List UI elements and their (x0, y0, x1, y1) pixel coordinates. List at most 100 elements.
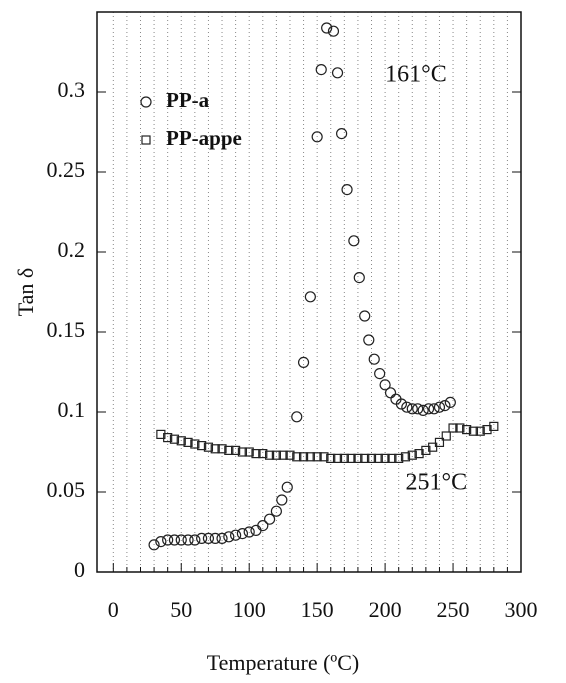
x-tick-label: 300 (505, 597, 538, 622)
point (455, 423, 465, 433)
point (441, 431, 451, 441)
point (422, 403, 435, 415)
point (360, 453, 370, 463)
point (223, 531, 235, 543)
x-tick-label: 0 (108, 597, 119, 622)
point (209, 532, 221, 545)
point (197, 441, 207, 451)
point (276, 494, 288, 506)
point (475, 426, 485, 436)
point (291, 411, 303, 423)
point (176, 436, 186, 446)
point (257, 519, 269, 532)
point (175, 534, 187, 546)
point (236, 527, 249, 540)
point (321, 22, 333, 34)
point (196, 532, 208, 545)
point (421, 445, 431, 455)
point (162, 534, 174, 546)
point (285, 450, 295, 460)
y-axis-label: Tan δ (13, 268, 38, 317)
point (231, 445, 241, 455)
point (407, 450, 417, 460)
point (298, 452, 309, 462)
point (384, 387, 397, 399)
point (395, 398, 408, 410)
point (203, 442, 214, 452)
point (169, 434, 180, 444)
point (258, 449, 268, 459)
point (331, 67, 344, 79)
point (444, 396, 456, 408)
point (156, 429, 166, 439)
annotation: 251°C (405, 470, 467, 496)
point (353, 453, 363, 463)
annotation: 161°C (385, 62, 447, 88)
point (462, 425, 472, 435)
point (401, 401, 413, 413)
point (326, 453, 336, 463)
point (315, 63, 327, 76)
point (359, 310, 371, 322)
point (374, 368, 386, 380)
point (439, 400, 451, 412)
point (210, 444, 220, 454)
x-tick-label: 150 (301, 597, 334, 622)
point (434, 437, 445, 447)
y-tick-label: 0.15 (47, 317, 86, 342)
point (278, 450, 288, 460)
point (380, 453, 390, 463)
point (394, 453, 404, 463)
point (319, 452, 329, 462)
point (400, 452, 411, 462)
point (163, 433, 173, 443)
point (311, 131, 323, 143)
point (412, 403, 424, 415)
point (348, 235, 360, 247)
y-tick-label: 0.25 (47, 157, 86, 182)
point (373, 453, 383, 463)
x-axis-label: Temperature (ºC) (207, 650, 360, 675)
point (251, 449, 261, 459)
x-tick-label: 50 (170, 597, 192, 622)
point (216, 532, 228, 545)
point (155, 535, 167, 548)
point (363, 334, 375, 346)
point (250, 524, 262, 537)
point (346, 453, 356, 463)
point (482, 425, 492, 435)
point (489, 421, 499, 431)
point (304, 291, 316, 303)
point (433, 401, 446, 413)
point (243, 526, 255, 538)
x-tick-label: 250 (437, 597, 470, 622)
legend-label: PP-a (166, 88, 210, 112)
point (271, 450, 281, 460)
point (189, 534, 201, 546)
point (339, 453, 349, 463)
point (332, 453, 343, 463)
point (263, 513, 276, 525)
point (428, 403, 440, 415)
point (428, 442, 438, 452)
point (264, 450, 275, 460)
y-tick-label: 0.05 (47, 477, 86, 502)
point (292, 452, 302, 462)
point (387, 453, 397, 463)
point (379, 379, 391, 391)
legend-label: PP-appe (166, 126, 242, 150)
point (366, 453, 377, 463)
point (270, 505, 282, 517)
point (148, 539, 160, 551)
point (341, 184, 353, 196)
point (237, 447, 248, 457)
point (190, 439, 200, 449)
point (297, 356, 310, 368)
point (312, 452, 322, 462)
point (468, 426, 479, 436)
point (202, 532, 215, 545)
point (244, 447, 254, 457)
point (414, 449, 424, 459)
point (168, 534, 181, 546)
y-tick-label: 0.3 (58, 77, 86, 102)
